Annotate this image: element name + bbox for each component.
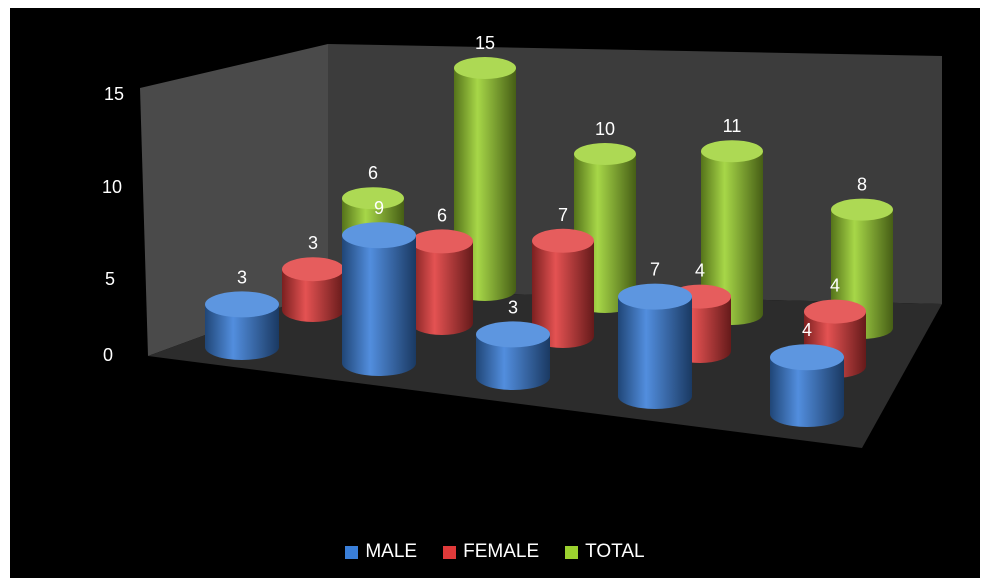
- y-tick-label: 10: [102, 177, 122, 197]
- data-label-female: 3: [308, 233, 318, 253]
- data-label-male: 3: [237, 267, 247, 287]
- y-tick-label: 15: [104, 84, 124, 104]
- chart-3d-cylinders: 0 5 10 15 6 15 10 11 8 3 6 7 4 4 3 9 3 7 4: [102, 33, 942, 448]
- legend-item-total: TOTAL: [565, 541, 645, 563]
- bar-male-5: [770, 344, 844, 427]
- data-labels-group: 6 15 10 11 8 3 6 7 4 4 3 9 3 7 4: [237, 33, 867, 340]
- bar-female-2: [411, 229, 473, 335]
- data-label-total: 6: [368, 163, 378, 183]
- data-label-male: 3: [508, 297, 518, 317]
- legend-label-female: FEMALE: [463, 541, 540, 562]
- data-label-total: 8: [857, 175, 867, 195]
- bar-male-2: [342, 222, 416, 376]
- legend-swatch-female: [443, 545, 457, 559]
- bar-male-1: [205, 291, 279, 360]
- data-label-female: 4: [695, 261, 705, 281]
- legend-swatch-total: [565, 545, 579, 559]
- y-tick-label: 0: [103, 345, 113, 365]
- legend-swatch-male: [345, 545, 359, 559]
- data-label-female: 4: [830, 276, 840, 296]
- legend: MALE FEMALE TOTAL: [10, 541, 980, 563]
- data-label-male: 7: [650, 260, 660, 280]
- chart-frame: 0 5 10 15 6 15 10 11 8 3 6 7 4 4 3 9 3 7 4 MALE FEMALE TO…: [10, 8, 980, 578]
- data-label-male: 4: [802, 320, 812, 340]
- legend-label-male: MALE: [365, 541, 418, 562]
- left-wall: [140, 44, 328, 356]
- data-label-male: 9: [374, 198, 384, 218]
- y-axis-ticks: 0 5 10 15: [102, 84, 124, 365]
- data-label-female: 7: [558, 205, 568, 225]
- bar-female-1: [282, 257, 344, 322]
- data-label-female: 6: [437, 205, 447, 225]
- y-tick-label: 5: [105, 269, 115, 289]
- data-label-total: 15: [475, 33, 495, 53]
- data-label-total: 10: [595, 119, 615, 139]
- legend-label-total: TOTAL: [585, 541, 645, 562]
- bar-male-3: [476, 321, 550, 390]
- bar-female-3: [532, 228, 594, 348]
- legend-item-male: MALE: [345, 541, 417, 563]
- bar-total-4: [701, 140, 763, 325]
- data-label-total: 11: [723, 116, 742, 136]
- legend-item-female: FEMALE: [443, 541, 539, 563]
- bar-male-4: [618, 283, 692, 409]
- bars-group: [205, 57, 893, 427]
